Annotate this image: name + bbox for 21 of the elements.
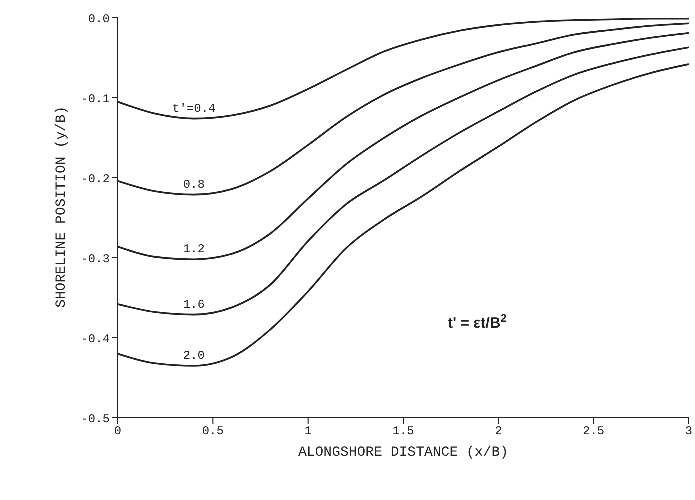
x-tick-label: 3 [685, 424, 693, 439]
y-axis-title: SHORELINE POSITION (y/B) [54, 106, 70, 308]
y-tick-label: -0.3 [81, 252, 110, 266]
y-tick-label: -0.4 [81, 332, 110, 346]
x-tick-label: 0 [114, 424, 122, 439]
series-label: t'=0.4 [172, 102, 216, 116]
x-tick-label: 2.5 [583, 424, 605, 439]
annotation: t' = εt/B$^{2}$ [448, 313, 507, 332]
x-tick-label: 1.5 [392, 424, 414, 439]
y-tick-label: -0.1 [81, 92, 110, 106]
series-label: 0.8 [183, 178, 205, 192]
x-tick-label: 0.5 [202, 424, 224, 439]
x-axis-title: ALONGSHORE DISTANCE (x/B) [298, 445, 509, 461]
series-label: 2.0 [183, 349, 205, 363]
y-tick-label: -0.5 [81, 412, 110, 426]
y-tick-label: -0.2 [81, 172, 110, 186]
series-label: 1.6 [183, 298, 205, 312]
x-tick-label: 2 [495, 424, 502, 439]
x-tick-label: 1 [304, 424, 312, 439]
series-label: 1.2 [183, 242, 205, 257]
y-tick-label: 0.0 [88, 12, 110, 26]
